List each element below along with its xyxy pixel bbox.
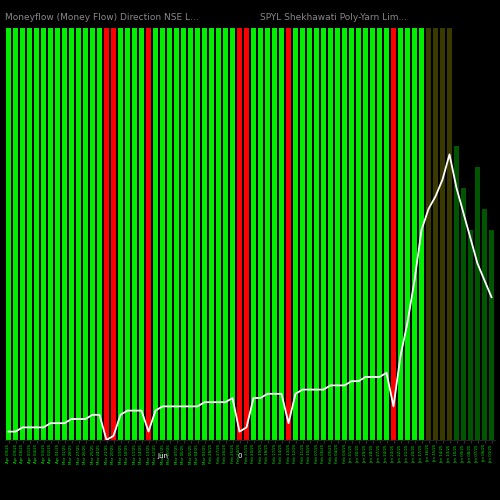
Bar [460,188,466,440]
Bar [412,28,418,440]
Bar [474,167,480,440]
Bar [384,28,390,440]
Text: Moneyflow (Money Flow) Direction NSE L...: Moneyflow (Money Flow) Direction NSE L..… [5,12,198,22]
Bar [278,28,284,440]
Bar [26,28,32,440]
Bar [244,28,250,440]
Bar [348,28,354,440]
Text: Jun: Jun [157,452,168,458]
Bar [334,28,340,440]
Bar [222,28,228,440]
Text: SPYL Shekhawati Poly-Yarn Lim...: SPYL Shekhawati Poly-Yarn Lim... [260,12,407,22]
Bar [306,28,312,440]
Bar [300,28,306,440]
Bar [258,28,264,440]
Bar [342,28,347,440]
Bar [76,28,82,440]
Bar [20,28,26,440]
Bar [152,28,158,440]
Bar [292,28,298,440]
Bar [250,28,256,440]
Bar [314,28,320,440]
Bar [34,28,40,440]
Bar [62,28,68,440]
Bar [320,28,326,440]
Bar [264,28,270,440]
Bar [166,28,172,440]
Bar [482,209,488,440]
Bar [104,28,110,440]
Bar [90,28,96,440]
Bar [216,28,222,440]
Bar [398,28,404,440]
Bar [370,28,376,440]
Bar [230,28,235,440]
Bar [390,28,396,440]
Bar [96,28,102,440]
Bar [286,28,292,440]
Bar [54,28,60,440]
Bar [404,28,410,440]
Bar [68,28,74,440]
Bar [48,28,54,440]
Bar [6,28,12,440]
Bar [432,28,438,440]
Bar [376,28,382,440]
Bar [132,28,138,440]
Bar [124,28,130,440]
Bar [488,230,494,440]
Text: 0: 0 [238,452,242,458]
Bar [180,28,186,440]
Bar [40,28,46,440]
Bar [12,28,18,440]
Bar [160,28,166,440]
Bar [454,146,460,440]
Bar [146,28,152,440]
Bar [110,28,116,440]
Bar [426,28,432,440]
Bar [194,28,200,440]
Bar [418,28,424,440]
Bar [362,28,368,440]
Bar [236,28,242,440]
Bar [446,28,452,440]
Bar [82,28,88,440]
Bar [174,28,180,440]
Bar [138,28,144,440]
Bar [208,28,214,440]
Bar [202,28,207,440]
Bar [356,28,362,440]
Bar [328,28,334,440]
Bar [118,28,124,440]
Bar [188,28,194,440]
Bar [468,230,473,440]
Bar [440,28,446,440]
Bar [272,28,278,440]
